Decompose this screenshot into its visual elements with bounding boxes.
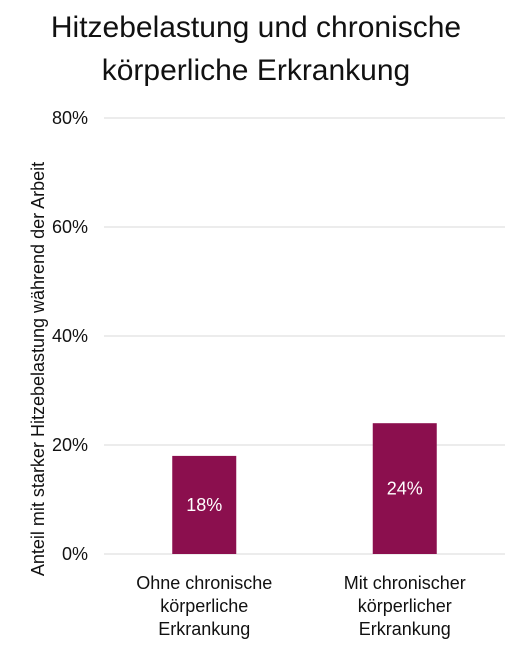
y-axis-ticks: 0% 20% 40% 60% 80%	[52, 108, 88, 564]
chart-title-line-2: körperliche Erkrankung	[102, 54, 410, 87]
chart-title: Hitzebelastung und chronische körperlich…	[51, 11, 461, 87]
bar	[172, 455, 237, 554]
x-category-label-line: körperliche	[160, 596, 248, 616]
y-tick-label: 80%	[52, 108, 88, 128]
chart-title-line-1: Hitzebelastung und chronische	[51, 11, 461, 44]
x-category-label-line: Ohne chronische	[136, 573, 272, 593]
x-category-label-line: Mit chronischer	[344, 573, 466, 593]
y-tick-label: 0%	[62, 544, 88, 564]
x-category-label-line: Erkrankung	[158, 619, 250, 639]
bar	[372, 423, 437, 554]
x-category-label: Mit chronischer körperlicher Erkrankung	[344, 573, 466, 639]
bars	[172, 423, 437, 554]
gridlines	[104, 117, 505, 555]
x-category-label: Ohne chronische körperliche Erkrankung	[136, 573, 272, 639]
y-tick-label: 40%	[52, 326, 88, 346]
y-axis-label: Anteil mit starker Hitzebelastung währen…	[28, 162, 48, 576]
x-axis-categories: Ohne chronische körperliche ErkrankungMit …	[136, 573, 466, 639]
data-labels: 18% 24%	[186, 479, 423, 515]
x-category-label-line: körperlicher	[358, 596, 452, 616]
data-label: 18%	[186, 495, 222, 515]
x-category-label-line: Erkrankung	[359, 619, 451, 639]
y-tick-label: 60%	[52, 217, 88, 237]
y-tick-label: 20%	[52, 435, 88, 455]
data-label: 24%	[387, 479, 423, 499]
